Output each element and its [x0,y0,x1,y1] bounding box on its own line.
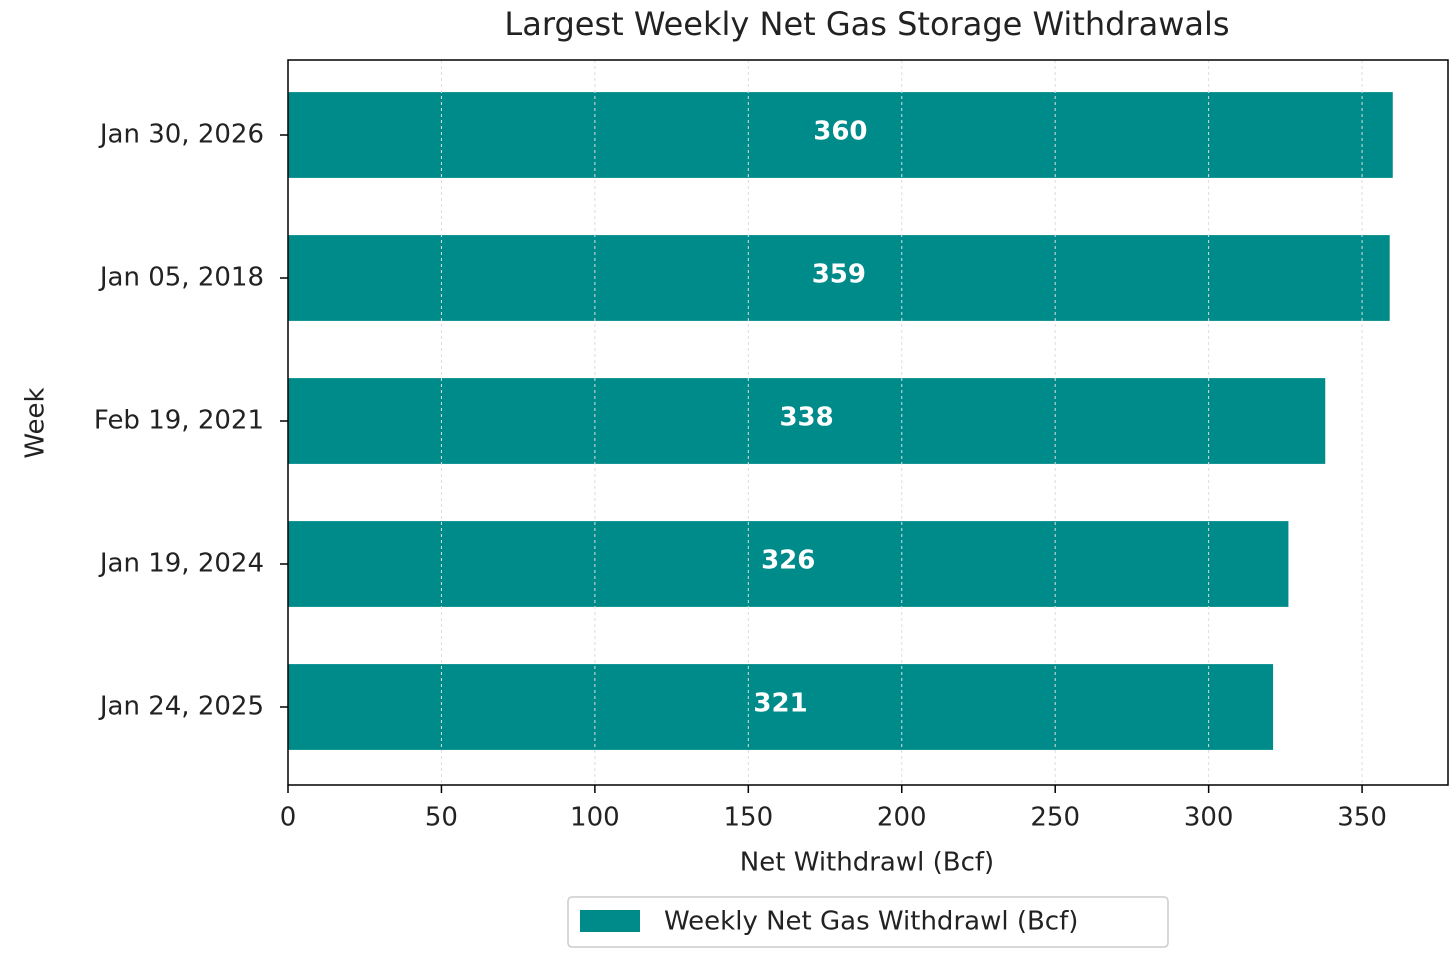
data-label: 326 [761,546,815,576]
y-axis-label: Week [21,387,51,458]
data-label: 360 [813,117,867,147]
bar [288,235,1390,321]
data-label: 359 [812,260,866,290]
x-tick-label: 0 [280,803,297,833]
chart-title: Largest Weekly Net Gas Storage Withdrawa… [504,5,1229,43]
x-tick-label: 200 [877,803,927,833]
bar [288,664,1274,750]
plot-frame [287,59,1449,786]
y-tick-label: Jan 05, 2018 [98,263,264,293]
y-tick-label: Jan 24, 2025 [98,692,264,722]
data-label: 321 [753,689,807,719]
legend-label: Weekly Net Gas Withdrawl (Bcf) [664,907,1078,937]
x-tick-label: 350 [1337,803,1387,833]
bar [288,378,1326,464]
x-tick-label: 250 [1030,803,1080,833]
bar [288,521,1289,607]
y-tick-label: Jan 30, 2026 [98,120,264,150]
x-axis-label: Net Withdrawl (Bcf) [740,848,994,878]
x-tick-label: 150 [723,803,773,833]
data-label: 338 [779,403,833,433]
y-tick-label: Feb 19, 2021 [94,406,264,436]
x-tick-label: 50 [425,803,458,833]
legend-box [567,896,1169,948]
legend-swatch [580,910,640,932]
y-tick-label: Jan 19, 2024 [98,549,264,579]
x-tick-label: 300 [1184,803,1234,833]
x-tick-label: 100 [570,803,620,833]
